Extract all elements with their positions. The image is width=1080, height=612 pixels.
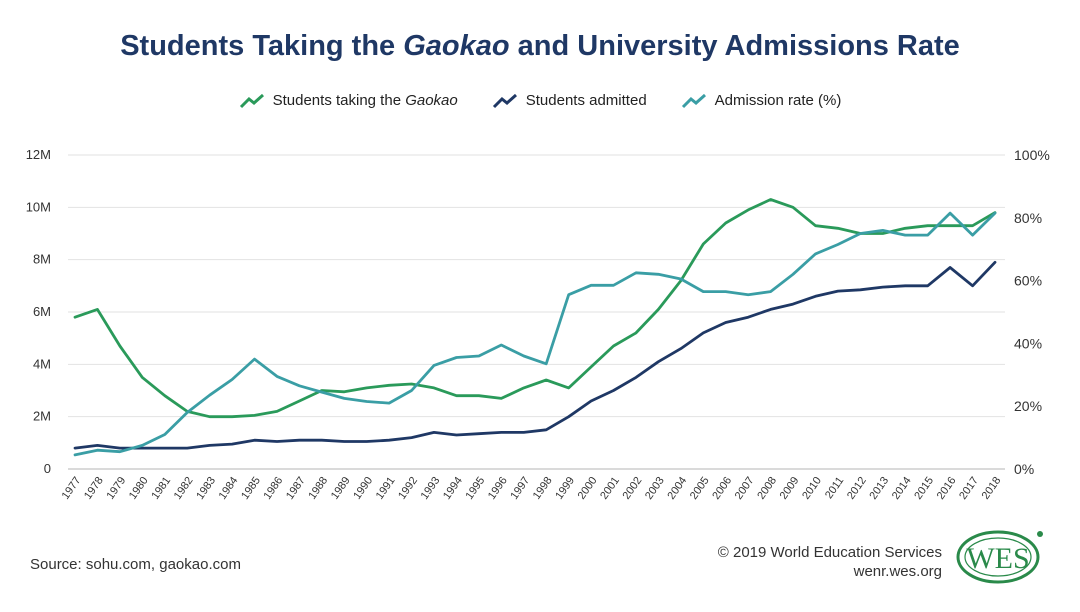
y-right-tick-label: 100% [1014, 147, 1050, 163]
x-tick-label: 1991 [374, 475, 398, 502]
line-swatch-icon [681, 93, 706, 108]
y-right-tick-label: 60% [1014, 273, 1042, 289]
x-tick-label: 1999 [553, 475, 577, 502]
title-prefix: Students Taking the [120, 30, 404, 62]
x-tick-label: 1980 [127, 475, 151, 502]
title-italic: Gaokao [403, 30, 510, 62]
website-text: wenr.wes.org [853, 563, 942, 580]
y-left-tick-label: 6M [33, 304, 51, 319]
x-tick-label: 1981 [149, 475, 173, 502]
x-tick-label: 2009 [778, 475, 802, 502]
y-left-tick-label: 4M [33, 356, 51, 371]
y-right-tick-label: 20% [1014, 398, 1042, 414]
copyright-text: © 2019 World Education Services [717, 544, 942, 561]
x-tick-label: 2006 [710, 475, 734, 502]
x-tick-label: 2010 [800, 475, 824, 502]
x-tick-label: 1997 [508, 475, 532, 502]
logo-text: WES [966, 542, 1029, 575]
x-tick-label: 2007 [733, 475, 757, 502]
x-tick-label: 2011 [823, 475, 846, 501]
x-tick-label: 2005 [688, 475, 712, 502]
y-left-tick-label: 10M [26, 199, 51, 214]
x-tick-label: 1979 [104, 475, 128, 502]
x-tick-label: 2008 [755, 475, 779, 502]
x-tick-label: 2002 [621, 475, 645, 502]
x-tick-label: 1984 [217, 475, 241, 502]
x-tick-label: 2018 [980, 475, 1004, 502]
x-tick-label: 1988 [306, 475, 330, 502]
line-swatch-icon [492, 93, 517, 108]
copyright-block: © 2019 World Education Services wenr.wes… [718, 543, 942, 581]
x-tick-label: 2000 [576, 475, 600, 502]
x-tick-label: 1990 [351, 475, 375, 502]
series-line-2 [73, 260, 997, 450]
x-tick-label: 1995 [463, 475, 487, 502]
x-tick-label: 1978 [82, 475, 106, 502]
legend-item-admitted: Students admitted [492, 92, 647, 109]
title-suffix: and University Admissions Rate [509, 30, 960, 62]
legend-label-gaokao: Students taking the Gaokao [272, 92, 458, 109]
x-tick-label: 2013 [867, 475, 891, 502]
x-tick-label: 2001 [598, 475, 622, 502]
x-tick-label: 1993 [419, 475, 443, 502]
x-tick-label: 1996 [486, 475, 510, 502]
wes-logo: WES [956, 530, 1043, 584]
y-left-tick-label: 0 [44, 461, 51, 476]
series-line-3 [73, 211, 997, 457]
line-swatch-icon [239, 93, 264, 108]
y-left-tick-label: 8M [33, 252, 51, 267]
y-left-tick-label: 2M [33, 409, 51, 424]
source-note: Source: sohu.com, gaokao.com [30, 556, 241, 573]
x-tick-label: 1985 [239, 475, 263, 502]
x-tick-label: 2004 [665, 475, 689, 502]
series-line-1 [73, 198, 997, 419]
x-tick-label: 1982 [172, 475, 196, 502]
x-tick-label: 2003 [643, 475, 667, 502]
x-tick-label: 1977 [60, 475, 84, 502]
x-tick-label: 2016 [935, 475, 959, 502]
x-tick-label: 2012 [845, 475, 869, 502]
chart-title: Students Taking the Gaokao and Universit… [0, 30, 1080, 63]
y-left-tick-label: 12M [26, 147, 51, 162]
chart-legend: Students taking the Gaokao Students admi… [0, 92, 1080, 109]
y-right-tick-label: 80% [1014, 210, 1042, 226]
y-right-tick-label: 40% [1014, 335, 1042, 351]
x-tick-label: 2015 [912, 475, 936, 502]
x-tick-label: 1987 [284, 475, 308, 502]
x-tick-label: 1994 [441, 475, 465, 502]
legend-label-admitted: Students admitted [525, 92, 647, 109]
x-tick-label: 1983 [194, 475, 218, 502]
x-tick-label: 1989 [329, 475, 353, 502]
x-tick-label: 1992 [396, 475, 420, 502]
x-tick-label: 2014 [890, 475, 914, 502]
legend-item-gaokao: Students taking the Gaokao [239, 92, 458, 109]
x-tick-label: 1986 [262, 475, 286, 502]
x-tick-label: 1998 [531, 475, 555, 502]
x-tick-label: 2017 [957, 475, 981, 502]
legend-item-rate: Admission rate (%) [681, 92, 842, 109]
y-right-tick-label: 0% [1014, 461, 1034, 477]
legend-label-rate: Admission rate (%) [714, 92, 842, 109]
